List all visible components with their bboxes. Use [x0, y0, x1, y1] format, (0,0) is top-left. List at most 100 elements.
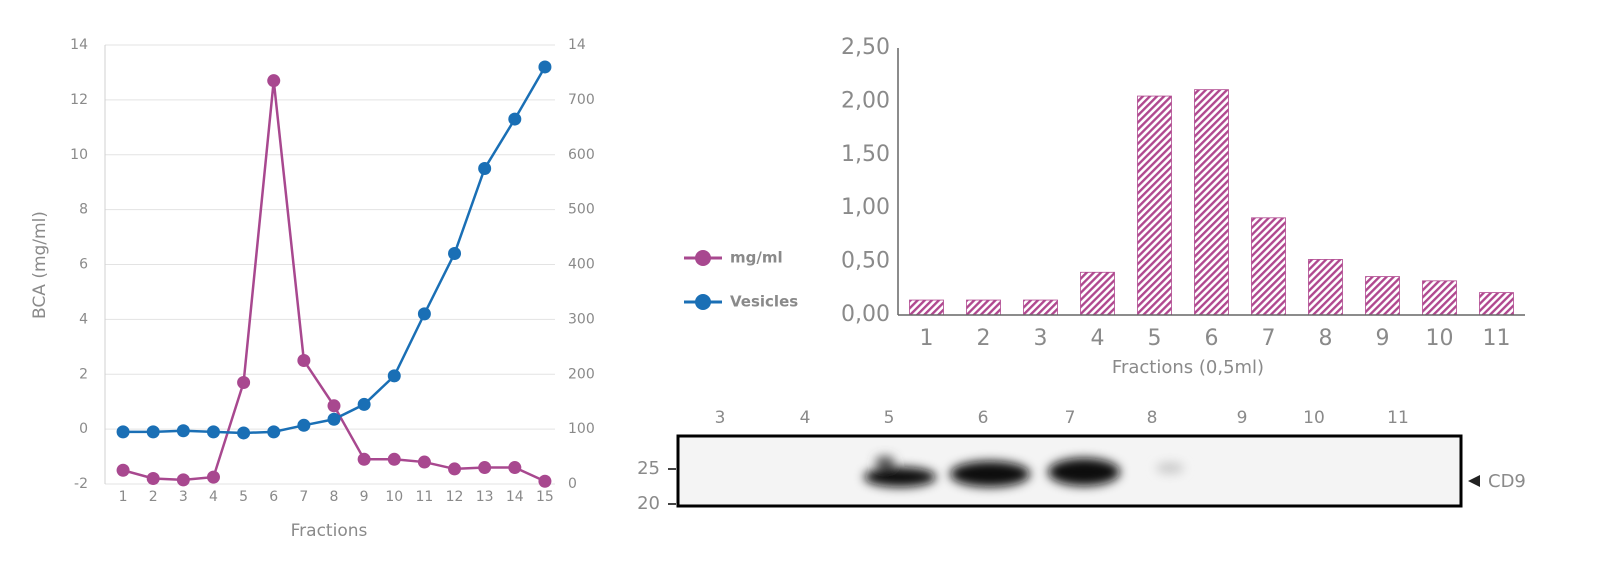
x-tick-label: 11 [415, 489, 433, 505]
data-point [297, 418, 311, 432]
bar [909, 299, 944, 316]
data-point [448, 462, 462, 476]
lane-label: 3 [715, 408, 726, 428]
blot-bands [864, 456, 1184, 487]
data-point [327, 399, 341, 413]
y2-tick-label: 600 [568, 147, 595, 163]
series-line [123, 66, 547, 435]
western-blot [668, 434, 1480, 508]
legend-marker [695, 294, 711, 310]
x-tick-label: 1 [119, 489, 128, 505]
band-arrow [1468, 475, 1480, 487]
x-tick-label: 7 [299, 489, 308, 505]
lane-label: 8 [1147, 408, 1158, 428]
band [950, 461, 1030, 487]
y-tick-label: 0,00 [841, 302, 890, 327]
data-point [538, 474, 552, 488]
x-tick-label: 8 [330, 489, 339, 505]
y2-tick-label: 300 [568, 311, 595, 327]
data-point [146, 425, 160, 439]
y-tick-label: 14 [70, 37, 88, 53]
y-axis-title: BCA (mg/ml) [30, 211, 50, 319]
bar [1023, 299, 1058, 316]
y-tick-label: 12 [70, 92, 88, 108]
x-tick-label: 6 [1205, 326, 1219, 351]
data-point [478, 161, 492, 175]
x-tick-label: 5 [239, 489, 248, 505]
band [1156, 462, 1184, 474]
x-tick-label: 9 [1376, 326, 1390, 351]
y2-tick-label: 14 [568, 37, 586, 53]
data-point [417, 307, 431, 321]
x-tick-label: 7 [1262, 326, 1276, 351]
y-tick-label: 8 [79, 202, 88, 218]
band-label: CD9 [1488, 471, 1526, 492]
data-point [387, 452, 401, 466]
y-tick-label: -2 [74, 476, 88, 492]
data-point [357, 452, 371, 466]
band [864, 467, 936, 487]
marker-label: 25 [637, 458, 660, 479]
x-tick-label: 1 [920, 326, 934, 351]
x-tick-label: 2 [149, 489, 158, 505]
y-tick-label: 10 [70, 147, 88, 163]
data-point [538, 60, 552, 74]
data-point [387, 369, 401, 383]
lane-label: 5 [884, 408, 895, 428]
y-tick-label: 2,00 [841, 88, 890, 113]
data-point [206, 425, 220, 439]
data-point [327, 412, 341, 426]
y-tick-label: 6 [79, 257, 88, 273]
x-tick-label: 10 [1426, 326, 1454, 351]
x-axis-title: Fractions (0,5ml) [1112, 357, 1264, 378]
data-point [237, 375, 251, 389]
x-tick-label: 11 [1483, 326, 1511, 351]
x-tick-label: 5 [1148, 326, 1162, 351]
x-tick-label: 4 [1091, 326, 1105, 351]
lane-label: 9 [1237, 408, 1248, 428]
x-tick-label: 3 [179, 489, 188, 505]
y2-tick-label: 0 [568, 476, 577, 492]
bar [966, 299, 1001, 316]
bar [1137, 95, 1172, 316]
data-point [237, 426, 251, 440]
y2-tick-label: 500 [568, 202, 595, 218]
data-point [357, 397, 371, 411]
x-tick-label: 14 [506, 489, 524, 505]
bar [1365, 276, 1400, 316]
legend-marker [695, 250, 711, 266]
y2-tick-label: 100 [568, 421, 595, 437]
x-tick-label: 12 [446, 489, 464, 505]
data-point [116, 463, 130, 477]
lane-label: 7 [1065, 408, 1076, 428]
x-tick-label: 3 [1034, 326, 1048, 351]
x-tick-label: 13 [476, 489, 494, 505]
legend-label: mg/ml [730, 249, 783, 267]
data-point [297, 354, 311, 368]
band [1048, 458, 1120, 486]
y-tick-label: 0 [79, 421, 88, 437]
bar [1194, 89, 1229, 316]
bar [1251, 217, 1286, 316]
data-point [508, 112, 522, 126]
lane-label: 6 [978, 408, 989, 428]
data-point [508, 461, 522, 475]
y-tick-label: 2 [79, 366, 88, 382]
data-point [146, 472, 160, 486]
legend-label: Vesicles [730, 293, 798, 311]
data-point [267, 74, 281, 88]
x-tick-label: 8 [1319, 326, 1333, 351]
lane-label: 11 [1387, 408, 1409, 428]
x-tick-label: 15 [536, 489, 554, 505]
x-tick-label: 2 [977, 326, 991, 351]
data-point [206, 470, 220, 484]
data-point [176, 473, 190, 487]
band [875, 456, 895, 468]
y2-tick-label: 400 [568, 257, 595, 273]
x-tick-label: 10 [385, 489, 403, 505]
data-point [176, 424, 190, 438]
bar [1479, 292, 1514, 316]
x-tick-label: 4 [209, 489, 218, 505]
data-point [478, 461, 492, 475]
